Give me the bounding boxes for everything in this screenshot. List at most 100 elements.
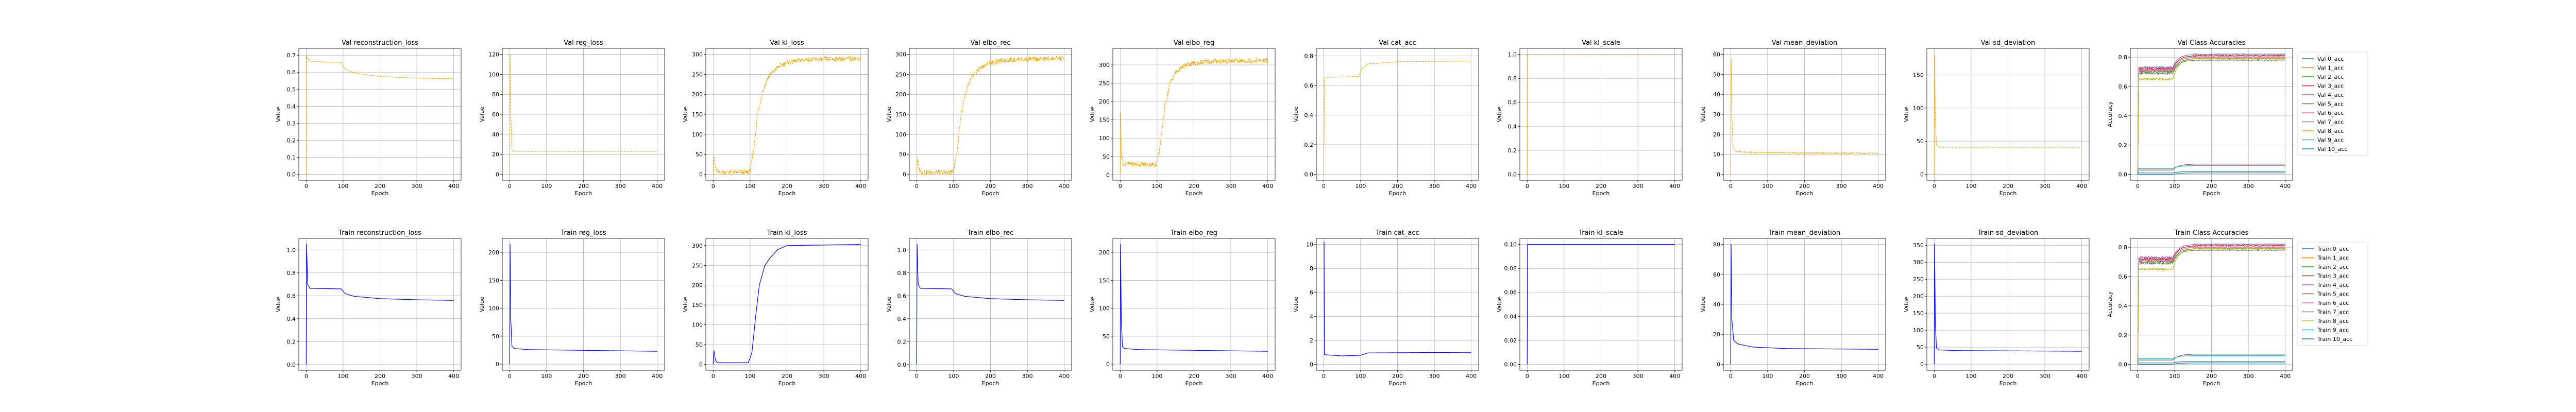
tick-label-x: 0	[711, 373, 715, 380]
legend-label: Train 1_acc	[2317, 255, 2349, 262]
legend-val: Val 0_acc Val 1_acc Val 2_acc Val 3_acc Val …	[2297, 52, 2368, 156]
tick-label-y: 0	[1106, 361, 1110, 368]
tick-label-y: 200	[1099, 249, 1110, 256]
series-line	[1730, 244, 1878, 365]
tick-label-x: 100	[744, 373, 755, 380]
tick-label-y: 0.5	[287, 86, 296, 93]
tick-label-x: 100	[1965, 373, 1976, 380]
class-accuracy-line	[2137, 355, 2285, 365]
series-line	[1323, 60, 1471, 175]
y-axis-label: Value	[1496, 297, 1503, 312]
panel-title: Val sd_deviation	[1981, 39, 2036, 47]
tick-label-x: 400	[2280, 183, 2291, 190]
class-accuracy-line	[2137, 361, 2285, 365]
panel-title: Val elbo_reg	[1174, 39, 1214, 47]
class-accuracy-line	[2137, 171, 2285, 175]
tick-label-y: 40	[492, 131, 499, 138]
panel-title: Val cat_acc	[1379, 39, 1416, 47]
y-axis-label: Value	[479, 297, 485, 312]
tick-label-y: 50	[899, 151, 906, 158]
tick-label-x: 0	[1118, 373, 1122, 380]
tick-label-x: 400	[2280, 373, 2291, 380]
tick-label-y: 0.6	[287, 69, 296, 76]
tick-label-x: 0	[508, 183, 512, 190]
class-accuracy-line	[2138, 173, 2285, 175]
tick-label-y: 0.2	[897, 338, 907, 345]
x-axis-label: Epoch	[2203, 380, 2221, 387]
panel-title: Val reconstruction_loss	[342, 39, 418, 47]
tick-label-x: 400	[1466, 373, 1477, 380]
tick-label-x: 200	[1596, 183, 1606, 190]
panel-title: Train reconstruction_loss	[338, 229, 421, 237]
tick-label-y: 150	[1913, 72, 1924, 78]
tick-label-x: 400	[1669, 183, 1680, 190]
tick-label-x: 400	[1059, 373, 1070, 380]
axes-frame	[1723, 238, 1886, 371]
tick-label-y: 0.2	[2119, 332, 2128, 339]
tick-label-y: 0	[699, 361, 703, 368]
tick-label-y: 0.4	[2119, 113, 2128, 119]
panel-val-reconstruction-loss: 0 100 200 300 400 0.0 0.1 0.2 0.3 0.4 0.5 0.6 0.7 Val…	[275, 39, 462, 197]
legend-label: Val 8_acc	[2317, 128, 2344, 134]
axes-frame	[1926, 238, 2090, 371]
tick-label-x: 0	[1526, 183, 1529, 190]
tick-label-y: 300	[1913, 259, 1924, 266]
tick-label-x: 100	[541, 373, 552, 380]
tick-label-y: 0.8	[287, 270, 296, 277]
tick-label-y: 0.2	[1304, 142, 1314, 148]
tick-label-y: 0.4	[2119, 303, 2128, 310]
axes-frame	[1112, 48, 1276, 181]
panel-val-cat-acc: 0 100 200 300 400 0.0 0.2 0.4 0.6 0.8 Val cat_acc E…	[1293, 39, 1479, 197]
tick-label-y: 0	[1920, 171, 1924, 178]
tick-label-y: 6	[1310, 289, 1313, 296]
series-line	[713, 56, 861, 176]
tick-label-x: 400	[1873, 183, 1884, 190]
tick-label-y: 0.3	[287, 120, 296, 127]
tick-label-y: 250	[692, 262, 703, 269]
class-accuracy-line	[2137, 165, 2285, 175]
tick-label-y: 200	[488, 249, 499, 256]
series-line	[1934, 243, 2082, 365]
tick-label-y: 150	[692, 302, 703, 308]
tick-label-y: 100	[1913, 327, 1924, 334]
tick-label-y: 0.7	[287, 52, 296, 59]
panel-title: Val reg_loss	[564, 39, 603, 47]
tick-label-y: 0.0	[1304, 171, 1314, 178]
y-axis-label: Value	[1700, 107, 1706, 122]
tick-label-y: 250	[1913, 276, 1924, 283]
axes-frame	[1723, 48, 1886, 181]
y-axis-label: Value	[886, 107, 892, 122]
tick-label-y: 0.8	[2119, 54, 2128, 61]
tick-label-y: 0	[1717, 361, 1720, 368]
legend-label: Val 2_acc	[2317, 74, 2344, 80]
tick-label-y: 0.0	[2119, 362, 2128, 368]
panel-title: Train elbo_reg	[1170, 229, 1217, 237]
panel-train-reconstruction-loss: 0 100 200 300 400 0.0 0.2 0.4 0.6 0.8 1.0 Train rec…	[275, 229, 462, 387]
tick-label-x: 300	[1429, 373, 1440, 380]
y-axis-label: Value	[1700, 297, 1706, 312]
tick-label-y: 0.04	[1504, 313, 1517, 320]
tick-label-y: 350	[1913, 242, 1924, 249]
tick-label-y: 100	[895, 131, 906, 138]
class-accuracy-line	[2137, 59, 2285, 175]
tick-label-y: 100	[488, 71, 499, 78]
tick-label-x: 0	[304, 373, 308, 380]
tick-label-x: 400	[652, 183, 663, 190]
tick-label-x: 0	[2136, 183, 2140, 190]
tick-label-y: 60	[1713, 52, 1720, 58]
legend-label: Train 10_acc	[2317, 336, 2352, 342]
series-line	[1324, 242, 1471, 356]
axes-frame	[2130, 238, 2293, 371]
tick-label-y: 0.6	[897, 293, 907, 299]
tick-label-x: 200	[578, 183, 589, 190]
legend-label: Train 9_acc	[2317, 327, 2349, 334]
tick-label-x: 300	[1022, 183, 1033, 190]
class-accuracy-line	[2137, 55, 2285, 175]
tick-label-x: 400	[1466, 183, 1477, 190]
legend-label: Val 5_acc	[2317, 101, 2344, 108]
tick-label-x: 300	[412, 183, 422, 190]
tick-label-y: 200	[692, 282, 703, 289]
legend-label: Train 2_acc	[2317, 264, 2349, 270]
tick-label-y: 50	[1917, 344, 1924, 351]
tick-label-y: 0.0	[2119, 171, 2128, 178]
